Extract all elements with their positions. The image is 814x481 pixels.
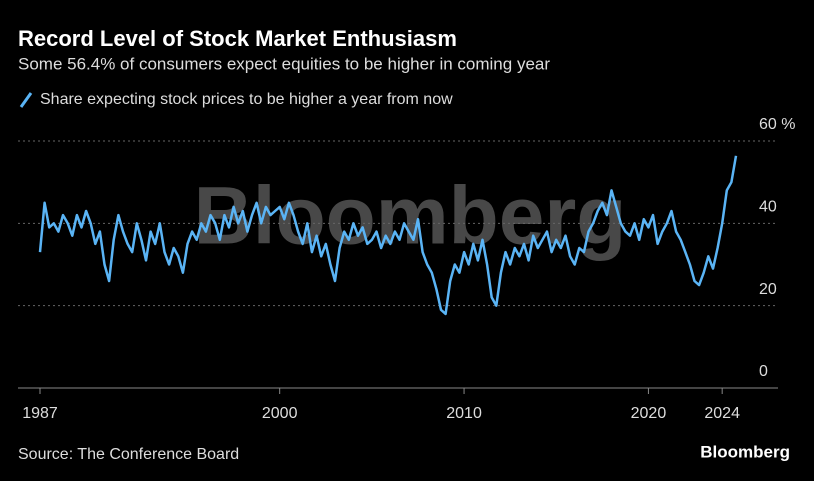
legend-label: Share expecting stock prices to be highe… <box>40 91 453 108</box>
source: Source: The Conference Board <box>18 446 239 463</box>
data-line <box>38 155 738 316</box>
x-tick-label: 2000 <box>262 405 298 422</box>
y-tick-label: 60 % <box>759 116 795 133</box>
y-tick-label: 40 <box>759 199 777 216</box>
x-tick-label: 2020 <box>631 405 667 422</box>
chart-title: Record Level of Stock Market Enthusiasm <box>18 26 457 51</box>
x-tick-label: 2024 <box>704 405 740 422</box>
chart-subtitle: Some 56.4% of consumers expect equities … <box>18 54 550 73</box>
logo: Bloomberg <box>700 442 790 461</box>
y-tick-label: 20 <box>759 281 777 298</box>
legend-icon <box>19 92 33 108</box>
y-tick-label: 0 <box>759 363 768 380</box>
x-tick-label: 2010 <box>446 405 482 422</box>
x-tick-label: 1987 <box>22 405 58 422</box>
